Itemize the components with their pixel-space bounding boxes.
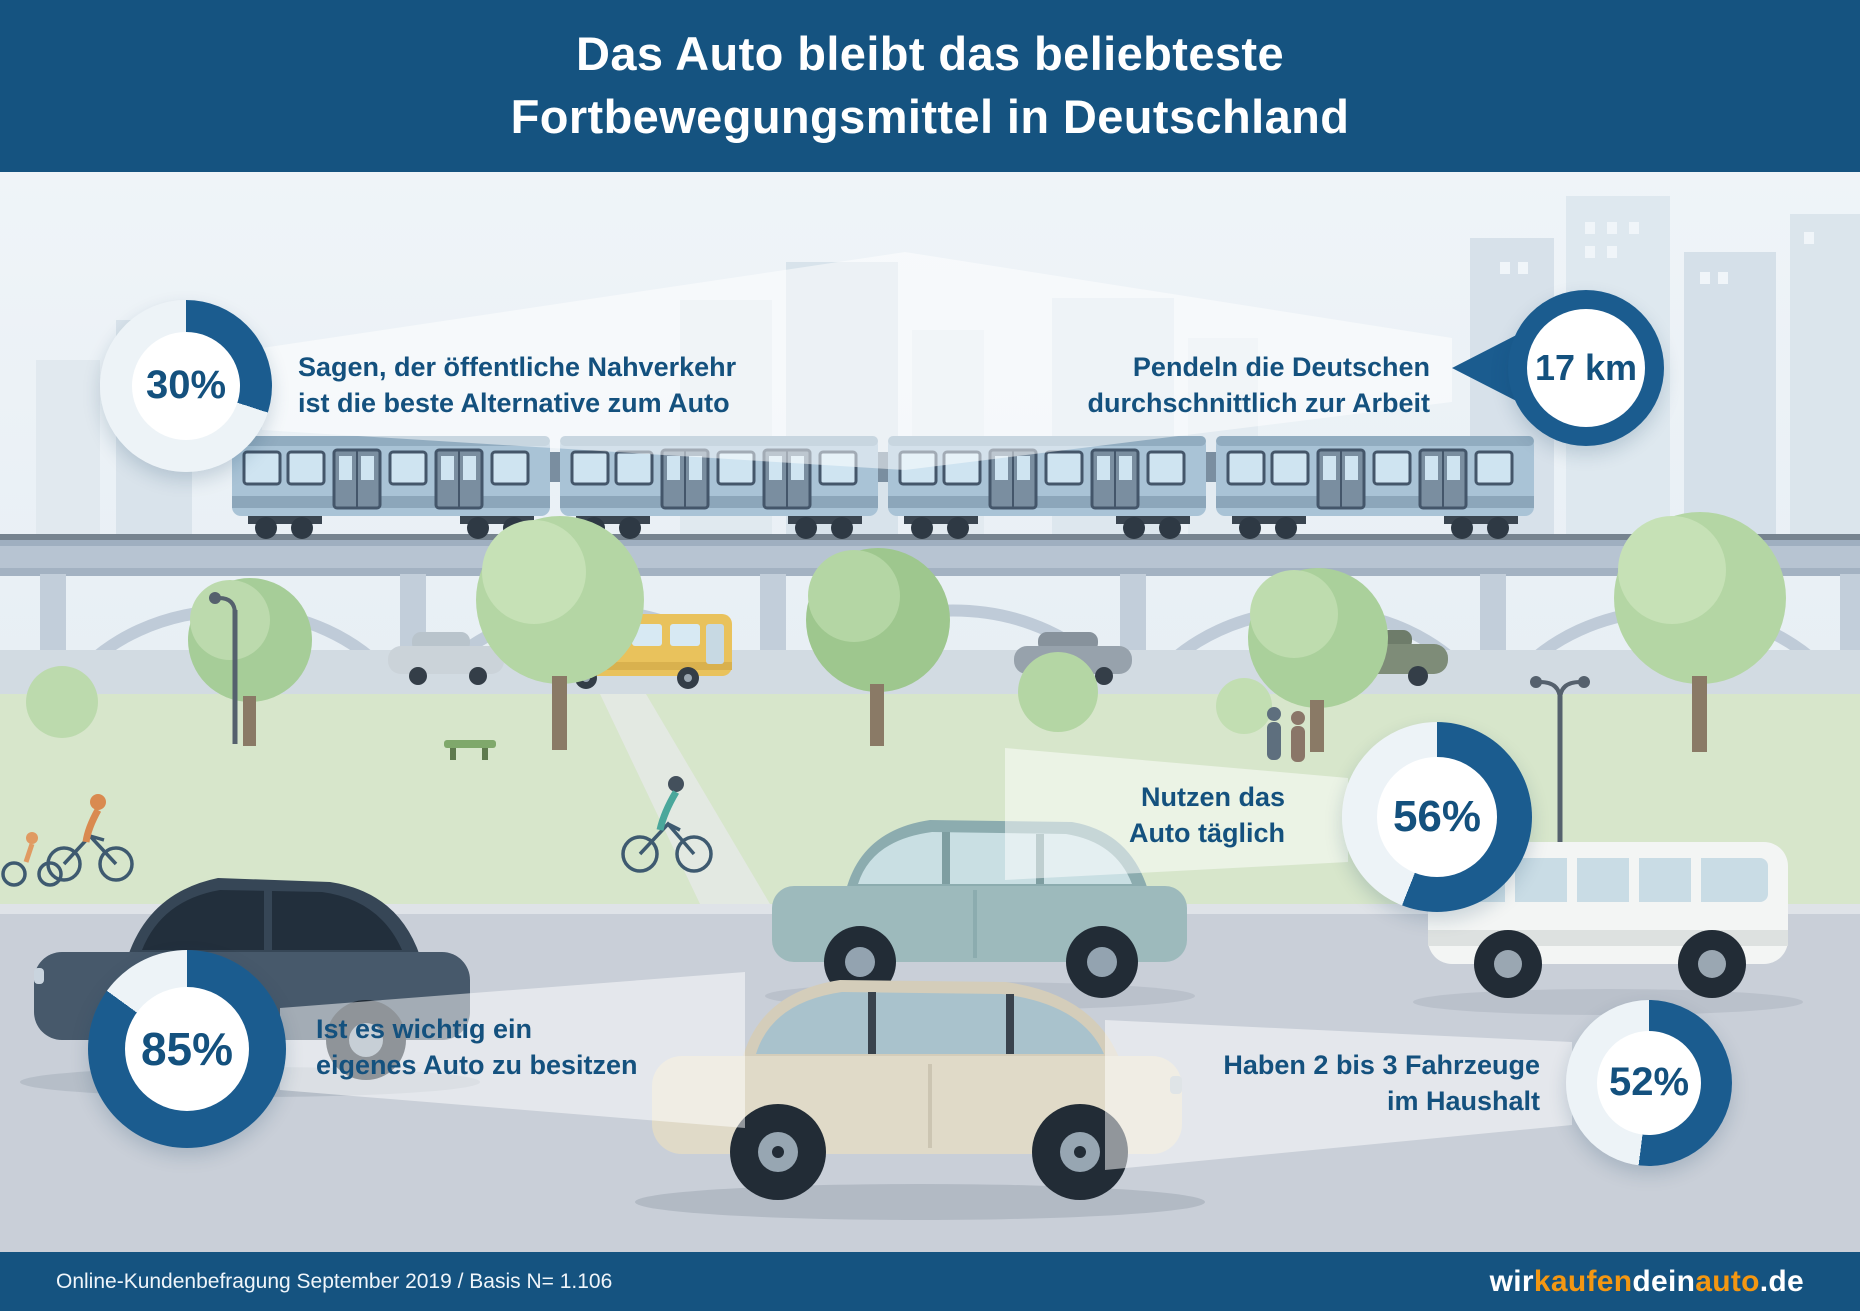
tree	[1248, 568, 1388, 752]
logo-part-wir: wir	[1489, 1264, 1534, 1298]
stat-value-household-vehicles: 52%	[1608, 1060, 1690, 1105]
cyclist-riders	[23, 776, 684, 863]
park-bench	[444, 740, 496, 760]
donut-center: 56%	[1377, 757, 1497, 877]
donut-chart-daily-usage: 56%	[1342, 722, 1532, 912]
stat-label-car-ownership: Ist es wichtig ein eigenes Auto zu besit…	[316, 1014, 638, 1080]
pin-circle: 17 km	[1508, 290, 1664, 446]
spotlight-beams	[262, 252, 1572, 1170]
tree	[806, 548, 950, 746]
commute-distance-pin: 17 km	[1452, 290, 1688, 446]
bush	[26, 666, 98, 738]
bush	[1216, 678, 1272, 734]
stat-value-daily-usage: 56%	[1392, 792, 1482, 841]
donut-chart-car-ownership: 85%	[88, 950, 286, 1148]
donut-chart-household-vehicles: 52%	[1566, 1000, 1732, 1166]
beige-wagon	[635, 980, 1205, 1220]
source-note: Online-Kundenbefragung September 2019 / …	[56, 1269, 613, 1293]
stat-value-car-ownership: 85%	[140, 1022, 234, 1075]
donut-center: 85%	[124, 986, 250, 1112]
silver-car	[388, 632, 504, 685]
infographic-header: Das Auto bleibt das beliebteste Fortbewe…	[0, 0, 1860, 172]
brand-logo: wirkaufendeinauto.de	[1490, 1265, 1804, 1299]
tree	[1614, 512, 1786, 752]
title-line-2: Fortbewegungsmittel in Deutschland	[510, 90, 1350, 143]
logo-part-kaufen: kaufen	[1533, 1264, 1633, 1298]
stat-value-public-transport: 30%	[145, 363, 227, 408]
pedestrians	[1267, 707, 1305, 762]
title-line-1: Das Auto bleibt das beliebteste	[576, 27, 1284, 81]
tree	[476, 516, 644, 750]
logo-part-auto: auto	[1695, 1264, 1760, 1298]
cyclists	[1, 821, 713, 887]
donut-center: 52%	[1596, 1030, 1702, 1136]
stat-label-daily-usage: Nutzen das Auto täglich	[1129, 782, 1285, 848]
stat-value-commute-distance: 17 km	[1534, 347, 1638, 388]
park-path	[600, 694, 770, 904]
lamppost	[209, 592, 238, 744]
donut-center: 30%	[131, 331, 241, 441]
white-van	[1413, 842, 1803, 1015]
stat-label-commute-distance: Pendeln die Deutschen durchschnittlich z…	[1087, 352, 1430, 418]
logo-part-tld: .de	[1759, 1264, 1804, 1298]
infographic-footer: Online-Kundenbefragung September 2019 / …	[0, 1252, 1860, 1311]
bush	[1018, 652, 1098, 732]
donut-chart-public-transport: 30%	[100, 300, 272, 472]
rail-track	[0, 534, 1860, 540]
stat-label-public-transport: Sagen, der öffentliche Nahverkehr ist di…	[298, 352, 737, 418]
lamppost	[1530, 676, 1590, 846]
logo-part-dein: dein	[1632, 1264, 1696, 1298]
stat-label-household-vehicles: Haben 2 bis 3 Fahrzeuge im Haushalt	[1223, 1050, 1540, 1116]
pin-center: 17 km	[1527, 309, 1645, 427]
